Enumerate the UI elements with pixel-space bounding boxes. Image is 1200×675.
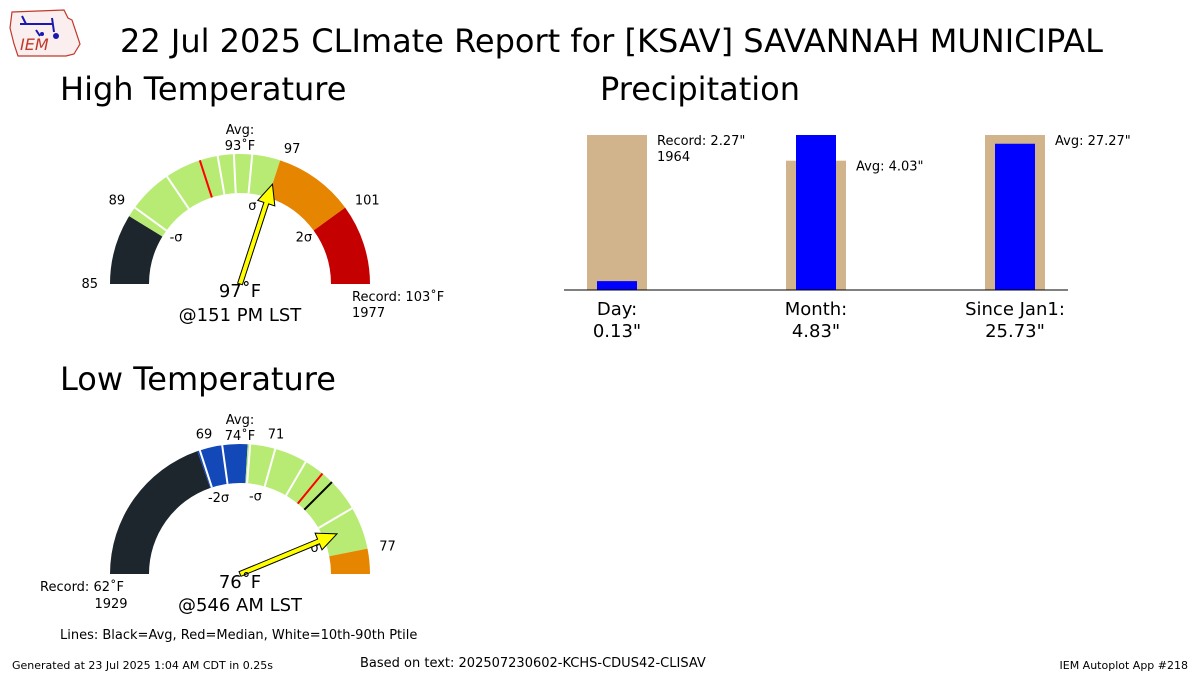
precip-actual-bar	[995, 143, 1035, 290]
precip-record-year: 1964	[657, 150, 690, 165]
precipitation-chart: Record: 2.27"1964 Day:0.13" Avg: 4.03" Mont…	[564, 134, 1131, 342]
iem-logo: IEM	[9, 9, 81, 57]
gauge-needle	[238, 532, 339, 577]
gauge-band-green	[245, 444, 368, 557]
footer-generated: Generated at 23 Jul 2025 1:04 AM CDT in …	[12, 659, 273, 672]
precip-category-value: 25.73"	[985, 321, 1045, 342]
high-temperature-gauge: 85 89 97 101 -σ σ 2σ Avg: 93˚F 97˚F @151 PM L…	[81, 123, 444, 326]
percentile-line	[198, 450, 213, 488]
percentile-line	[318, 507, 353, 529]
sigma-label: 2σ	[296, 231, 313, 246]
record-year: 1929	[94, 597, 127, 612]
precip-reference-label: Avg: 4.03"	[856, 160, 924, 175]
sigma-label: -2σ	[208, 491, 229, 506]
tick-label: 77	[379, 539, 396, 554]
percentile-line	[166, 175, 190, 210]
precip-category-label: Day:	[597, 299, 637, 320]
observed-time: @546 AM LST	[178, 595, 303, 616]
sigma-label: -σ	[170, 231, 183, 246]
percentile-line	[246, 444, 252, 484]
low-temperature-title: Low Temperature	[60, 360, 336, 398]
footer-source: Based on text: 202507230602-KCHS-CDUS42-…	[360, 656, 706, 671]
observed-time: @151 PM LST	[179, 305, 303, 326]
percentile-line	[247, 154, 254, 194]
percentile-line	[263, 448, 277, 487]
gauge-band-red	[313, 207, 370, 284]
page-title: 22 Jul 2025 CLImate Report for [KSAV] SA…	[120, 22, 1103, 60]
median-line	[296, 472, 324, 505]
precip-actual-bar	[796, 135, 836, 290]
gauge-band-blue	[197, 444, 248, 489]
record-label: Record: 103˚F	[352, 289, 444, 305]
tick-label: 101	[355, 194, 380, 209]
avg-label: Avg:	[226, 413, 254, 428]
gauge-band-orange	[268, 160, 346, 231]
tick-label: 69	[196, 428, 213, 443]
high-temperature-title: High Temperature	[60, 70, 347, 108]
observed-value: 97˚F	[219, 281, 261, 302]
legend-note: Lines: Black=Avg, Red=Median, White=10th…	[60, 628, 418, 643]
percentile-line	[232, 154, 237, 194]
observed-value: 76˚F	[219, 572, 261, 593]
sigma-label: σ	[248, 199, 256, 214]
gauge-band-green	[129, 154, 281, 237]
low-temperature-gauge: 69 71 77 -2σ -σ σ Avg: 74˚F 76˚F @546 AM LST…	[40, 413, 396, 616]
precip-category-label: Since Jan1:	[965, 299, 1065, 320]
percentile-line	[134, 206, 167, 232]
percentile-line	[221, 445, 229, 484]
avg-label: Avg:	[226, 123, 254, 138]
median-line	[198, 160, 213, 198]
sigma-label: -σ	[249, 490, 262, 505]
gauge-band-dark	[110, 451, 211, 574]
precip-reference-bar	[587, 135, 647, 290]
precip-actual-bar	[597, 281, 637, 290]
avg-value: 74˚F	[225, 428, 256, 444]
gauge-band-dark	[110, 216, 163, 284]
precip-category-value: 4.83"	[792, 321, 840, 342]
average-line	[303, 481, 333, 511]
footer-app: IEM Autoplot App #218	[1059, 659, 1189, 672]
logo-text: IEM	[20, 35, 49, 54]
sigma-label: σ	[311, 541, 319, 556]
avg-value: 93˚F	[225, 138, 256, 154]
tick-label: 97	[284, 142, 301, 157]
precip-category-value: 0.13"	[593, 321, 641, 342]
record-label: Record: 62˚F	[40, 579, 124, 595]
percentile-line	[285, 461, 307, 496]
precip-reference-label: Avg: 27.27"	[1055, 134, 1131, 149]
precip-reference-label: Record: 2.27"	[657, 134, 745, 149]
percentile-line	[216, 155, 226, 195]
tick-label: 85	[81, 277, 98, 292]
gauge-needle	[236, 182, 276, 286]
precipitation-title: Precipitation	[600, 70, 801, 108]
tick-label: 71	[268, 428, 285, 443]
gauge-band-orange	[329, 548, 370, 574]
tick-label: 89	[109, 194, 126, 209]
precip-category-label: Month:	[785, 299, 847, 320]
record-year: 1977	[352, 306, 385, 321]
